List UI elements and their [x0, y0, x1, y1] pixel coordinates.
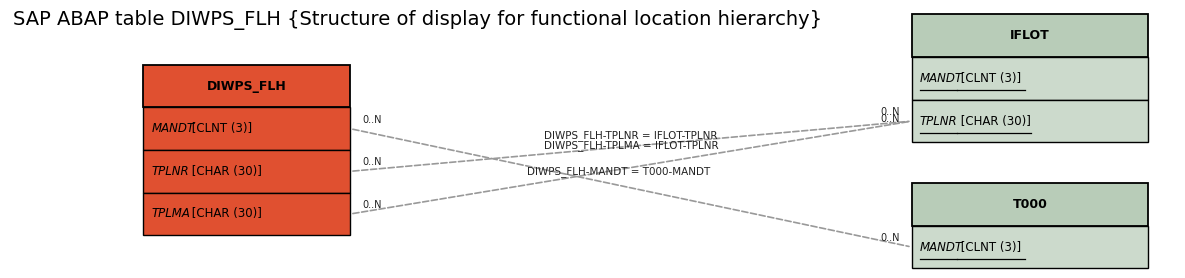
Text: [CLNT (3)]: [CLNT (3)] — [956, 72, 1020, 85]
Text: IFLOT: IFLOT — [1010, 29, 1050, 42]
FancyBboxPatch shape — [143, 65, 350, 107]
FancyBboxPatch shape — [911, 183, 1148, 226]
Text: MANDT: MANDT — [920, 240, 963, 254]
FancyBboxPatch shape — [143, 107, 350, 150]
Text: 0..N: 0..N — [880, 107, 899, 117]
Text: TPLNR: TPLNR — [152, 165, 190, 178]
FancyBboxPatch shape — [911, 57, 1148, 100]
Text: DIWPS_FLH: DIWPS_FLH — [207, 80, 287, 93]
Text: 0..N: 0..N — [880, 233, 899, 243]
Text: MANDT: MANDT — [920, 72, 963, 85]
FancyBboxPatch shape — [143, 150, 350, 193]
Text: [CLNT (3)]: [CLNT (3)] — [188, 122, 252, 135]
FancyBboxPatch shape — [911, 14, 1148, 57]
FancyBboxPatch shape — [143, 193, 350, 235]
Text: SAP ABAP table DIWPS_FLH {Structure of display for functional location hierarchy: SAP ABAP table DIWPS_FLH {Structure of d… — [13, 10, 822, 30]
FancyBboxPatch shape — [911, 226, 1148, 268]
Text: TPLMA: TPLMA — [152, 207, 191, 220]
Text: DIWPS_FLH-TPLMA = IFLOT-TPLNR: DIWPS_FLH-TPLMA = IFLOT-TPLNR — [544, 140, 718, 151]
FancyBboxPatch shape — [911, 100, 1148, 142]
Text: TPLNR: TPLNR — [920, 115, 957, 128]
Text: 0..N: 0..N — [361, 115, 382, 125]
Text: [CHAR (30)]: [CHAR (30)] — [188, 207, 262, 220]
Text: DIWPS_FLH-MANDT = T000-MANDT: DIWPS_FLH-MANDT = T000-MANDT — [527, 166, 711, 177]
Text: DIWPS_FLH-TPLNR = IFLOT-TPLNR: DIWPS_FLH-TPLNR = IFLOT-TPLNR — [544, 130, 718, 141]
Text: MANDT: MANDT — [152, 122, 194, 135]
Text: [CLNT (3)]: [CLNT (3)] — [956, 240, 1020, 254]
Text: T000: T000 — [1012, 198, 1048, 211]
Text: [CHAR (30)]: [CHAR (30)] — [188, 165, 262, 178]
Text: 0..N: 0..N — [361, 157, 382, 167]
Text: 0..N: 0..N — [880, 114, 899, 124]
Text: 0..N: 0..N — [361, 200, 382, 210]
Text: [CHAR (30)]: [CHAR (30)] — [956, 115, 1031, 128]
